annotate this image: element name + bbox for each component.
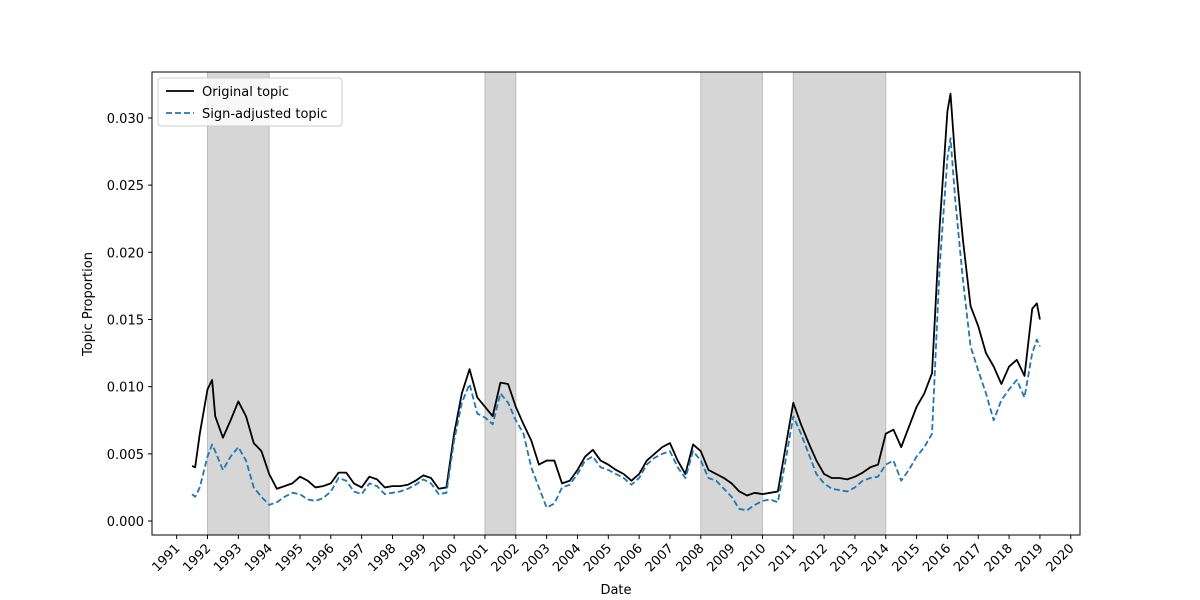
legend-box: [157, 77, 343, 127]
x-tick-label: 2001: [458, 541, 492, 575]
y-tick-label: 0.020: [107, 246, 144, 261]
x-tick-label: 1996: [304, 541, 338, 575]
x-tick-label: 1997: [334, 541, 368, 575]
x-tick-label: 2000: [427, 541, 461, 575]
legend-label: Original topic: [202, 85, 289, 100]
x-tick-label: 2005: [581, 541, 615, 575]
plot-frame: [151, 71, 1081, 536]
x-tick-label: 2004: [550, 541, 584, 575]
x-tick-label: 1992: [180, 541, 214, 575]
x-tick-label: 1993: [211, 541, 245, 575]
x-tick-label: 2016: [920, 541, 954, 575]
x-tick-label: 2019: [1013, 541, 1047, 575]
y-tick-label: 0.025: [107, 179, 144, 194]
shaded-region: [484, 71, 517, 536]
x-tick-label: 1999: [396, 541, 430, 575]
x-tick-label: 2007: [643, 541, 677, 575]
shaded-region: [700, 71, 763, 536]
y-tick-label: 0.030: [107, 112, 144, 127]
x-axis-label: Date: [600, 583, 631, 598]
x-tick-label: 2006: [612, 541, 646, 575]
x-tick-label: 2014: [859, 541, 893, 575]
x-tick-label: 2015: [889, 541, 923, 575]
x-tick-label: 2003: [519, 541, 553, 575]
x-tick-label: 2020: [1044, 541, 1078, 575]
x-tick-label: 2011: [766, 541, 800, 575]
x-tick-label: 2002: [489, 541, 523, 575]
x-tick-label: 1998: [365, 541, 399, 575]
x-tick-label: 2017: [951, 541, 985, 575]
x-tick-label: 2013: [828, 541, 862, 575]
series-line: [191, 137, 1041, 512]
x-tick-label: 2018: [982, 541, 1016, 575]
x-tick-label: 2012: [797, 541, 831, 575]
y-axis-label: Topic Proportion: [81, 252, 96, 357]
x-tick-label: 2010: [735, 541, 769, 575]
y-tick-label: 0.005: [107, 448, 144, 463]
series-line: [191, 92, 1041, 497]
x-tick-label: 2008: [674, 541, 708, 575]
legend-label: Sign-adjusted topic: [202, 107, 327, 122]
shaded-region: [206, 71, 270, 536]
y-tick-label: 0.015: [107, 313, 144, 328]
y-tick-label: 0.000: [107, 515, 144, 530]
y-tick-label: 0.010: [107, 381, 144, 396]
x-tick-label: 2009: [704, 541, 738, 575]
shaded-region: [792, 71, 887, 536]
x-tick-label: 1995: [273, 541, 307, 575]
x-tick-label: 1994: [242, 541, 276, 575]
x-tick-label: 1991: [149, 541, 183, 575]
